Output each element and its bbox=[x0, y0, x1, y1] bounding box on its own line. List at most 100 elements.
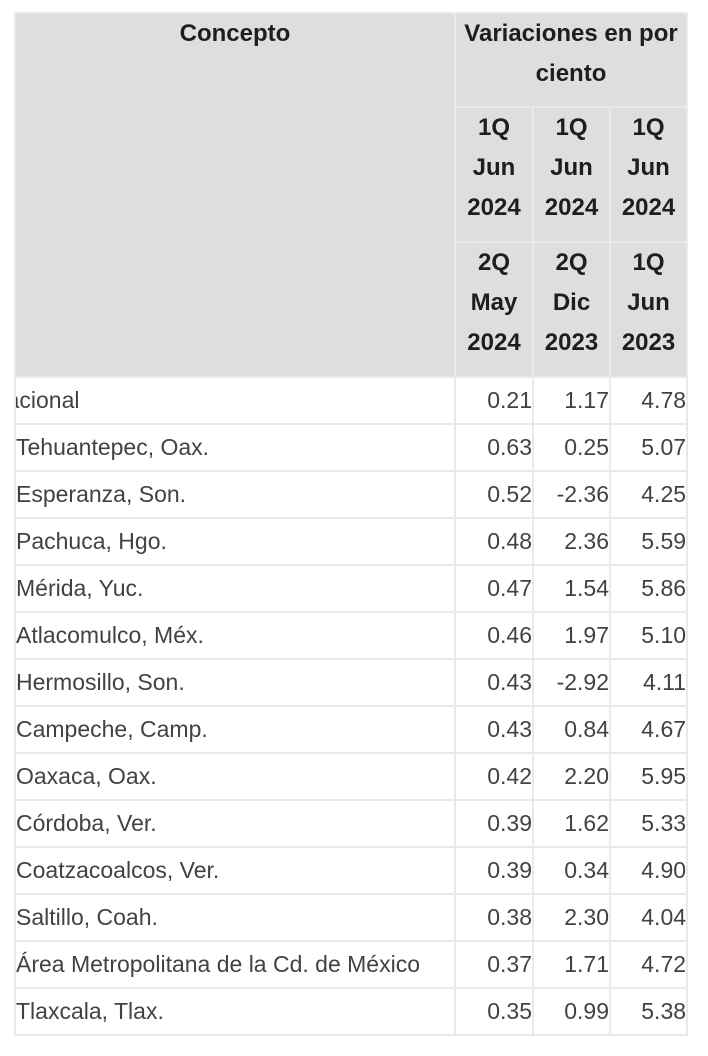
value-cell-1q-jun-2024-vs-2q-may-2024: 0.39 bbox=[454, 846, 534, 895]
value-cell-1q-jun-2024-vs-2q-may-2024: 0.42 bbox=[454, 752, 534, 801]
value-cell-1q-jun-2024-vs-1q-jun-2023: 5.86 bbox=[608, 564, 689, 613]
row-name-cell: Saltillo, Coah. bbox=[14, 893, 456, 942]
row-name-cell: Atlacomulco, Méx. bbox=[14, 611, 456, 660]
header-period-row2-col1: 2Q May 2024 bbox=[454, 241, 534, 378]
value-cell-1q-jun-2024-vs-2q-dic-2023: 2.36 bbox=[532, 517, 611, 566]
table-row: Mérida, Yuc. 0.47 1.54 5.86 bbox=[14, 564, 689, 613]
value-cell-1q-jun-2024-vs-1q-jun-2023: 5.95 bbox=[608, 752, 689, 801]
value-cell-1q-jun-2024-vs-2q-may-2024: 0.37 bbox=[454, 940, 534, 989]
header-line: 2Q bbox=[477, 249, 510, 276]
header-line: Jun bbox=[472, 154, 516, 181]
table-row: Coatzacoalcos, Ver. 0.39 0.34 4.90 bbox=[14, 846, 689, 895]
value-cell-1q-jun-2024-vs-2q-dic-2023: 1.62 bbox=[532, 799, 611, 848]
value-cell-1q-jun-2024-vs-1q-jun-2023: 4.90 bbox=[608, 846, 689, 895]
header-line: 2023 bbox=[621, 329, 676, 356]
row-name-cell: Esperanza, Son. bbox=[14, 470, 456, 519]
header-line: May bbox=[470, 289, 518, 316]
header-variaciones: Variaciones en por ciento bbox=[453, 12, 689, 108]
price-variation-table: Concepto Variaciones en por ciento 1Q Ju… bbox=[14, 12, 689, 1036]
table-row: Campeche, Camp. 0.43 0.84 4.67 bbox=[14, 705, 689, 754]
value-cell-1q-jun-2024-vs-2q-may-2024: 0.43 bbox=[454, 705, 534, 754]
table-row: Hermosillo, Son. 0.43 -2.92 4.11 bbox=[14, 658, 689, 707]
value-cell-1q-jun-2024-vs-1q-jun-2023: 5.33 bbox=[608, 799, 689, 848]
value-cell-1q-jun-2024-vs-1q-jun-2023: 4.78 bbox=[608, 376, 689, 425]
header-period-row1-col1: 1Q Jun 2024 bbox=[454, 106, 534, 243]
header-line: 2024 bbox=[544, 194, 599, 221]
table-row: Pachuca, Hgo. 0.48 2.36 5.59 bbox=[14, 517, 689, 566]
header-line: 2024 bbox=[621, 194, 676, 221]
header-line: Jun bbox=[627, 154, 670, 181]
row-name-cell: Tlaxcala, Tlax. bbox=[14, 987, 456, 1036]
table-row: Esperanza, Son. 0.52 -2.36 4.25 bbox=[14, 470, 689, 519]
row-name-cell: Nacional bbox=[14, 376, 456, 425]
row-name-cell: Área Metropolitana de la Cd. de México bbox=[14, 940, 456, 989]
header-concepto: Concepto bbox=[14, 12, 456, 378]
row-name-cell: Oaxaca, Oax. bbox=[14, 752, 456, 801]
value-cell-1q-jun-2024-vs-1q-jun-2023: 4.04 bbox=[608, 893, 689, 942]
table-continuation bbox=[14, 1048, 686, 1056]
table-row: Nacional0.211.174.78 bbox=[14, 376, 689, 425]
value-cell-1q-jun-2024-vs-2q-may-2024: 0.38 bbox=[454, 893, 534, 942]
value-cell-1q-jun-2024-vs-1q-jun-2023: 4.72 bbox=[608, 940, 689, 989]
value-cell-1q-jun-2024-vs-2q-dic-2023: 1.17 bbox=[532, 376, 611, 425]
value-cell-1q-jun-2024-vs-2q-dic-2023: 1.54 bbox=[532, 564, 611, 613]
table-row: Atlacomulco, Méx. 0.46 1.97 5.10 bbox=[14, 611, 689, 660]
value-cell-1q-jun-2024-vs-2q-dic-2023: 2.20 bbox=[532, 752, 611, 801]
header-line: 2Q bbox=[555, 249, 588, 276]
value-cell-1q-jun-2024-vs-1q-jun-2023: 5.38 bbox=[608, 987, 689, 1036]
table-row: Córdoba, Ver. 0.39 1.62 5.33 bbox=[14, 799, 689, 848]
value-cell-1q-jun-2024-vs-1q-jun-2023: 5.10 bbox=[608, 611, 689, 660]
row-name-cell: Campeche, Camp. bbox=[14, 705, 456, 754]
value-cell-1q-jun-2024-vs-2q-may-2024: 0.21 bbox=[454, 376, 534, 425]
value-cell-1q-jun-2024-vs-1q-jun-2023: 4.11 bbox=[608, 658, 689, 707]
row-name-cell: Coatzacoalcos, Ver. bbox=[14, 846, 456, 895]
header-period-row2-col3: 1Q Jun 2023 bbox=[608, 241, 689, 378]
table-row: Área Metropolitana de la Cd. de México 0.… bbox=[14, 940, 689, 989]
header-line: Jun bbox=[627, 289, 670, 316]
header-line: 1Q bbox=[632, 249, 665, 276]
header-line: 1Q bbox=[632, 114, 665, 141]
value-cell-1q-jun-2024-vs-2q-dic-2023: 0.34 bbox=[532, 846, 611, 895]
value-cell-1q-jun-2024-vs-2q-may-2024: 0.35 bbox=[454, 987, 534, 1036]
value-cell-1q-jun-2024-vs-1q-jun-2023: 4.67 bbox=[608, 705, 689, 754]
header-period-row2-col2: 2Q Dic 2023 bbox=[532, 241, 611, 378]
header-line: 1Q bbox=[555, 114, 588, 141]
value-cell-1q-jun-2024-vs-2q-dic-2023: 2.30 bbox=[532, 893, 611, 942]
value-cell-1q-jun-2024-vs-2q-dic-2023: 1.71 bbox=[532, 940, 611, 989]
header-line: 2023 bbox=[544, 329, 599, 356]
table-row: Tehuantepec, Oax. 0.63 0.25 5.07 bbox=[14, 423, 689, 472]
value-cell-1q-jun-2024-vs-2q-may-2024: 0.63 bbox=[454, 423, 534, 472]
value-cell-1q-jun-2024-vs-2q-may-2024: 0.47 bbox=[454, 564, 534, 613]
table-header: Concepto Variaciones en por ciento 1Q Ju… bbox=[14, 12, 689, 378]
table-row: Oaxaca, Oax. 0.42 2.20 5.95 bbox=[14, 752, 689, 801]
table-row: Tlaxcala, Tlax. 0.35 0.99 5.38 bbox=[14, 987, 689, 1036]
value-cell-1q-jun-2024-vs-2q-dic-2023: 0.25 bbox=[532, 423, 611, 472]
header-line: 2024 bbox=[467, 329, 521, 356]
value-cell-1q-jun-2024-vs-2q-may-2024: 0.39 bbox=[454, 799, 534, 848]
value-cell-1q-jun-2024-vs-2q-may-2024: 0.48 bbox=[454, 517, 534, 566]
row-name-cell: Córdoba, Ver. bbox=[14, 799, 456, 848]
row-name-cell: Tehuantepec, Oax. bbox=[14, 423, 456, 472]
row-name-cell: Mérida, Yuc. bbox=[14, 564, 456, 613]
header-line: 2024 bbox=[467, 194, 521, 221]
value-cell-1q-jun-2024-vs-1q-jun-2023: 4.25 bbox=[608, 470, 689, 519]
value-cell-1q-jun-2024-vs-2q-dic-2023: 0.99 bbox=[532, 987, 611, 1036]
value-cell-1q-jun-2024-vs-2q-may-2024: 0.46 bbox=[454, 611, 534, 660]
value-cell-1q-jun-2024-vs-1q-jun-2023: 5.59 bbox=[608, 517, 689, 566]
row-name-cell: Pachuca, Hgo. bbox=[14, 517, 456, 566]
header-period-row1-col3: 1Q Jun 2024 bbox=[608, 106, 689, 243]
value-cell-1q-jun-2024-vs-2q-dic-2023: -2.92 bbox=[532, 658, 611, 707]
value-cell-1q-jun-2024-vs-2q-dic-2023: -2.36 bbox=[532, 470, 611, 519]
table-row: Saltillo, Coah. 0.38 2.30 4.04 bbox=[14, 893, 689, 942]
value-cell-1q-jun-2024-vs-2q-dic-2023: 1.97 bbox=[532, 611, 611, 660]
value-cell-1q-jun-2024-vs-2q-may-2024: 0.43 bbox=[454, 658, 534, 707]
header-line: 1Q bbox=[477, 114, 510, 141]
row-name-cell: Hermosillo, Son. bbox=[14, 658, 456, 707]
value-cell-1q-jun-2024-vs-2q-may-2024: 0.52 bbox=[454, 470, 534, 519]
header-line: Jun bbox=[550, 154, 593, 181]
header-line: Dic bbox=[552, 289, 591, 316]
value-cell-1q-jun-2024-vs-1q-jun-2023: 5.07 bbox=[608, 423, 689, 472]
header-period-row1-col2: 1Q Jun 2024 bbox=[532, 106, 611, 243]
